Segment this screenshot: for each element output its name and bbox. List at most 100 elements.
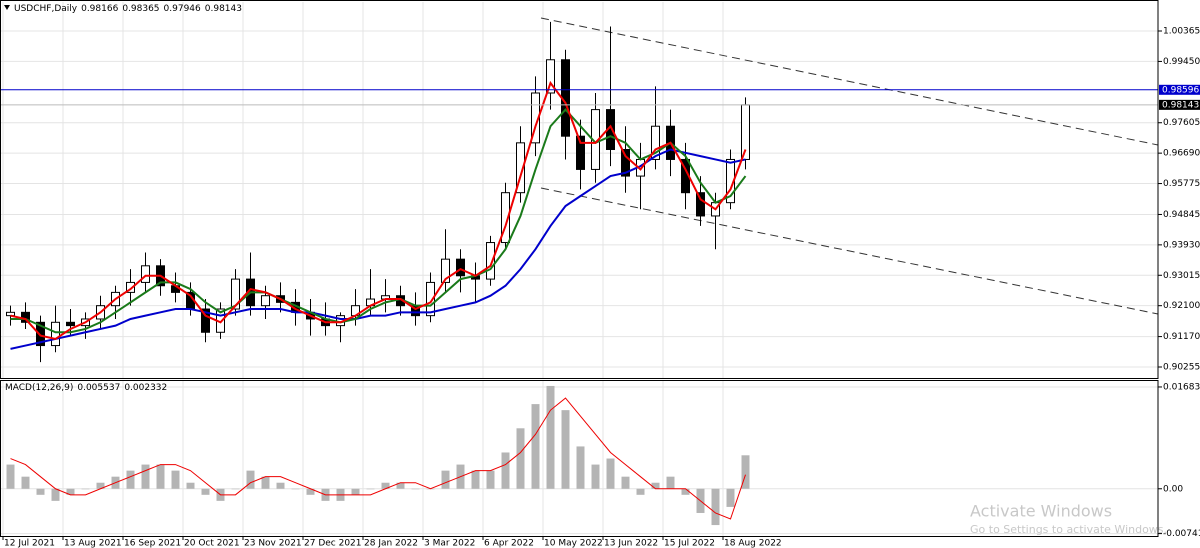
macd-bar (81, 488, 90, 490)
macd-bar (546, 385, 555, 489)
macd-bar (126, 470, 135, 489)
candle-body (261, 295, 270, 307)
macd-bar (276, 482, 285, 489)
macd-bar (261, 476, 270, 489)
candle-body (126, 281, 135, 293)
macd-bar (6, 464, 15, 489)
y-tick-label: 0.95775 (1163, 179, 1200, 189)
x-tick-label: 16 Sep 2021 (124, 539, 181, 548)
candle-body (231, 278, 240, 310)
candle-body (531, 92, 540, 144)
candle-body (696, 192, 705, 217)
signal-value: 0.002332 (124, 383, 167, 393)
macd-bar (471, 470, 480, 489)
macd-bar (381, 482, 390, 489)
x-tick-label: 27 Dec 2021 (304, 539, 362, 548)
last-price-label: 0.98143 (1162, 100, 1199, 110)
macd-bar (351, 488, 360, 495)
macd-header: MACD(12,26,9) 0.005537 0.002332 (5, 383, 167, 393)
x-tick-label: 12 Jul 2021 (4, 539, 55, 548)
candle-body (51, 321, 60, 347)
y-tick-label: 0.91170 (1163, 332, 1200, 342)
y-tick-label: 0.99450 (1163, 57, 1200, 67)
trend-line (540, 17, 1159, 146)
y-tick-label: 1.00365 (1163, 27, 1200, 37)
watermark-title: Activate Windows (970, 502, 1112, 521)
macd-bar (681, 488, 690, 495)
macd-bar (666, 476, 675, 489)
last-price-box (1159, 99, 1200, 110)
marks-layer (0, 21, 1158, 526)
symbol: USDCHF,Daily (14, 4, 78, 14)
open-value: 0.98166 (81, 4, 118, 14)
moving-average (10, 148, 746, 350)
y-tick-label: 0.90255 (1163, 362, 1200, 372)
macd-bar (591, 464, 600, 489)
macd-bar (66, 488, 75, 495)
y-tick-label: 0.97605 (1163, 118, 1200, 128)
macd-bar (411, 488, 420, 490)
trend-line (540, 187, 1159, 315)
x-tick-label: 3 Mar 2022 (424, 539, 475, 548)
candle-body (36, 321, 45, 347)
y-tick-label: 0.93015 (1163, 271, 1200, 281)
macd-bar (396, 482, 405, 489)
candle-body (441, 258, 450, 283)
x-tick-label: 18 Aug 2022 (724, 539, 782, 548)
main-panel-frame (0, 0, 1159, 379)
x-tick-label: 23 Nov 2021 (244, 539, 302, 548)
macd-value: 0.005537 (77, 383, 120, 393)
close-value: 0.98143 (205, 4, 242, 14)
candle-body (651, 125, 660, 160)
x-tick-label: 13 Aug 2021 (64, 539, 122, 548)
candle-body (201, 308, 210, 333)
moving-average (10, 80, 747, 340)
low-value: 0.97946 (164, 4, 201, 14)
y-tick-label: -0.007411 (1163, 529, 1200, 539)
macd-bar (516, 428, 525, 489)
y-tick-label: 0.00 (1163, 484, 1183, 494)
macd-bar (366, 488, 375, 490)
macd-bar (486, 470, 495, 489)
macd-bar (231, 488, 240, 490)
candle-body (546, 59, 555, 94)
macd-bar (576, 446, 585, 489)
macd-panel-frame (0, 380, 1159, 537)
macd-bar (636, 488, 645, 495)
level-label: 0.98596 (1162, 85, 1199, 95)
menu-arrow[interactable] (4, 5, 10, 10)
macd-bar (246, 470, 255, 489)
candle-body (66, 321, 75, 327)
y-tick-label: 0.94845 (1163, 210, 1200, 220)
macd-bar (186, 482, 195, 489)
x-tick-label: 28 Jan 2022 (364, 539, 418, 548)
macd-bar (96, 482, 105, 489)
x-tick-label: 10 May 2022 (544, 539, 603, 548)
x-tick-label: 20 Oct 2021 (184, 539, 240, 548)
macd-bar (606, 458, 615, 489)
signal-line (10, 397, 746, 520)
macd-bar (171, 470, 180, 489)
macd-bar (21, 476, 30, 489)
x-tick-label: 13 Jun 2022 (604, 539, 658, 548)
candle-body (456, 258, 465, 277)
candle-body (516, 142, 525, 194)
x-tick-label: 15 Jul 2022 (664, 539, 715, 548)
candle-body (576, 135, 585, 170)
moving-average (10, 108, 747, 334)
macd-bar (156, 464, 165, 489)
macd-title: MACD(12,26,9) (5, 383, 73, 393)
macd-bar (291, 488, 300, 490)
candle-body (486, 242, 495, 280)
macd-bar (561, 410, 570, 489)
candle-body (501, 192, 510, 244)
candle-body (141, 265, 150, 283)
y-tick-label: 0.93930 (1163, 240, 1200, 250)
chart-header: USDCHF,Daily 0.98166 0.98365 0.97946 0.98143 (14, 4, 242, 14)
y-tick-label: 0.92100 (1163, 301, 1200, 311)
macd-bar (141, 464, 150, 489)
macd-bar (621, 476, 630, 489)
